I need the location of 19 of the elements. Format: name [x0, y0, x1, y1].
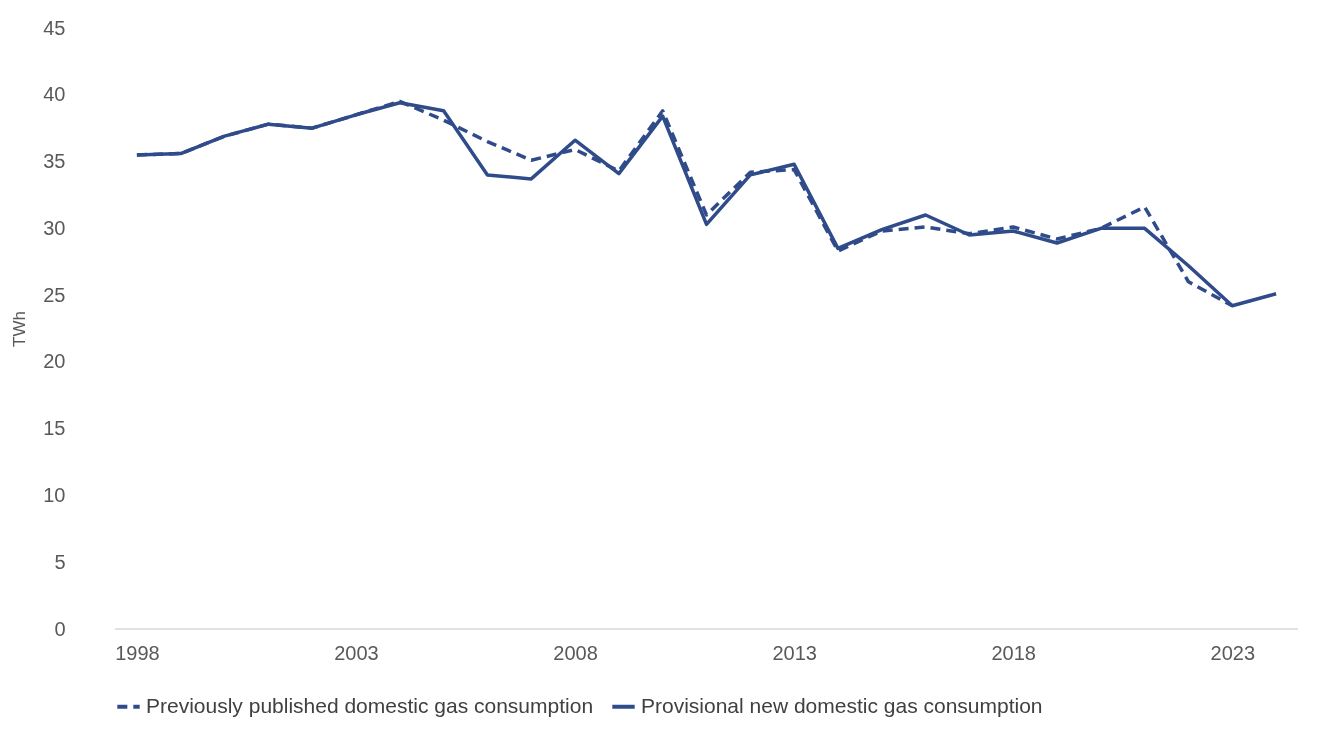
- y-tick-label: 15: [43, 417, 66, 440]
- x-tick-label: 2018: [991, 641, 1036, 664]
- y-tick-label: 45: [43, 16, 66, 39]
- x-tick-label: 2013: [772, 641, 817, 664]
- legend-label: Previously published domestic gas consumption: [146, 693, 594, 717]
- y-tick-label: 25: [43, 283, 66, 306]
- y-axis-title: TWh: [10, 311, 30, 347]
- x-tick-label: 2003: [334, 641, 379, 664]
- y-tick-label: 5: [54, 550, 66, 573]
- x-tick-label: 2008: [553, 641, 598, 664]
- x-tick-label: 2023: [1210, 641, 1256, 664]
- legend-label: Provisional new domestic gas consumption: [641, 693, 1043, 717]
- y-tick-label: 35: [43, 150, 66, 173]
- y-tick-label: 20: [43, 350, 66, 373]
- y-tick-label: 10: [43, 483, 66, 506]
- x-tick-label: 1998: [115, 641, 160, 664]
- y-tick-label: 30: [43, 216, 66, 239]
- y-tick-label: 0: [54, 617, 66, 640]
- y-tick-label: 40: [43, 83, 66, 106]
